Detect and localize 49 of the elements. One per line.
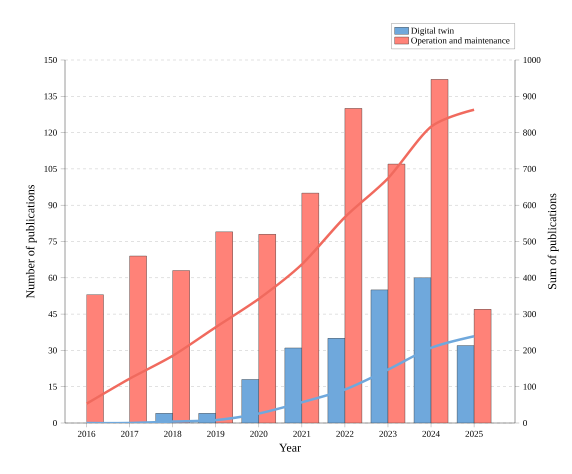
- x-tick-label: 2017: [120, 430, 138, 437]
- x-tick-label: 2025: [465, 430, 483, 437]
- y-tick-label: 150: [44, 56, 57, 64]
- y-tick-label: 75: [48, 238, 57, 244]
- x-tick-label: 2018: [164, 430, 182, 437]
- y2-tick-label: 300: [523, 311, 536, 318]
- y-tick-label: 60: [48, 274, 57, 281]
- y-tick-label: 120: [44, 130, 57, 136]
- y-tick-label: 15: [48, 384, 57, 390]
- bar: [388, 164, 406, 423]
- y2-tick-label: 500: [523, 238, 536, 245]
- x-tick-label: 2023: [379, 430, 397, 437]
- line-series: [85, 108, 476, 406]
- x-tick-label: 2020: [250, 430, 268, 437]
- x-tick-label: 2022: [336, 430, 354, 437]
- x-tick-label: 2019: [207, 430, 224, 437]
- bar: [430, 79, 448, 423]
- bar: [216, 232, 233, 423]
- y-tick-label: 45: [48, 311, 57, 318]
- y2-axis-title: Sum of publications: [548, 194, 559, 290]
- y2-tick-label: 600: [523, 202, 536, 208]
- bar: [456, 345, 474, 423]
- y2-tick-label: 100: [524, 384, 536, 390]
- bar: [86, 294, 104, 423]
- y-tick-label: 105: [44, 166, 57, 172]
- x-axis-title: Year: [279, 444, 301, 452]
- legend-label: Digital twin: [411, 27, 454, 36]
- y-tick-label: 30: [48, 347, 57, 354]
- y-tick-label: 0: [53, 420, 57, 426]
- bar: [258, 234, 276, 423]
- y2-tick-label: 0: [523, 420, 527, 426]
- x-tick-label: 2016: [78, 430, 96, 437]
- bar: [302, 192, 320, 423]
- y-axis-title: Number of publications: [26, 184, 37, 298]
- y2-tick-label: 400: [522, 274, 536, 281]
- legend-label: Operation and maintenance: [411, 37, 510, 46]
- y-tick-label: 135: [44, 93, 57, 100]
- y2-tick-label: 1000: [524, 56, 540, 64]
- y2-tick-label: 900: [523, 93, 536, 100]
- y-tick-label: 90: [48, 202, 57, 208]
- bar: [344, 108, 362, 423]
- x-tick-label: 2024: [422, 430, 440, 437]
- bar: [129, 256, 147, 423]
- bar: [172, 270, 190, 423]
- y2-tick-label: 800: [523, 130, 536, 136]
- y2-tick-label: 200: [523, 347, 536, 354]
- y2-tick-label: 700: [523, 166, 536, 172]
- x-tick-label: 2021: [293, 430, 310, 437]
- bar: [474, 309, 492, 423]
